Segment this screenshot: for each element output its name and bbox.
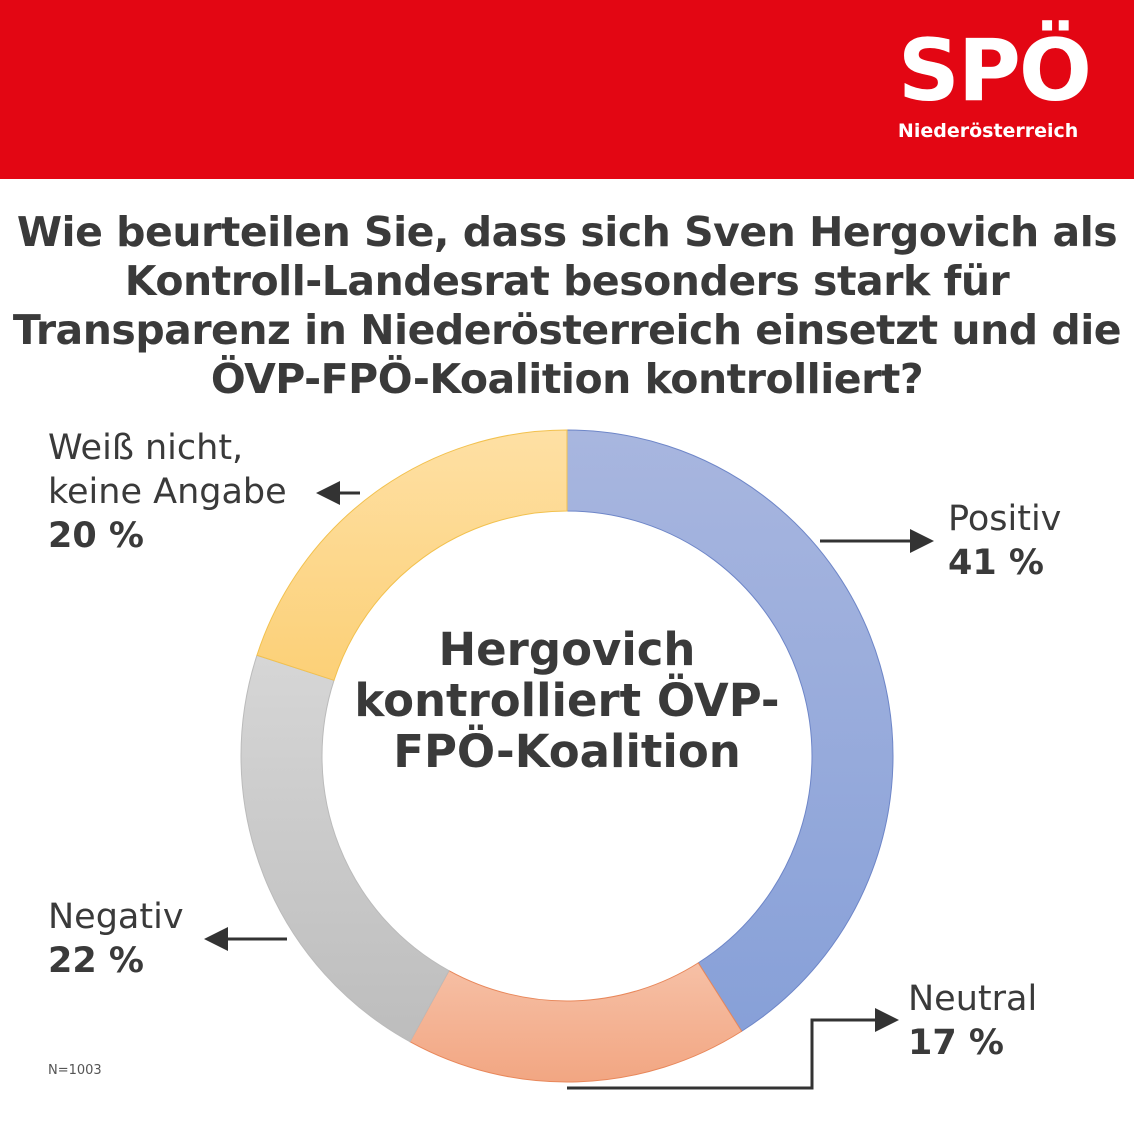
label-neutral-text: Neutral	[908, 979, 1038, 1019]
logo-main: SPÖ	[897, 21, 1092, 121]
label-negativ: Negativ 22 %	[48, 895, 184, 983]
donut-center-title: Hergovich kontrolliert ÖVP-FPÖ-Koalition	[354, 623, 780, 778]
label-negativ-text: Negativ	[48, 897, 184, 937]
label-positiv-value: 41 %	[948, 543, 1044, 583]
label-negativ-value: 22 %	[48, 941, 144, 981]
spoe-logo: SPÖ Niederösterreich	[897, 21, 1092, 142]
label-neutral: Neutral 17 %	[908, 977, 1037, 1065]
header-banner: SPÖ Niederösterreich	[0, 0, 1134, 179]
sample-size-note: N=1003	[48, 1063, 102, 1078]
label-weissnicht-text: Weiß nicht, keine Angabe	[48, 428, 287, 512]
logo-sub: Niederösterreich	[897, 120, 1079, 142]
donut-slice-positiv	[566, 429, 894, 1032]
label-positiv-text: Positiv	[948, 499, 1062, 539]
question-title: Wie beurteilen Sie, dass sich Sven Hergo…	[12, 208, 1122, 403]
label-neutral-value: 17 %	[908, 1023, 1004, 1063]
donut-slice-neutral	[409, 962, 743, 1083]
donut-slice-weiß-nicht-keine-angabe	[256, 429, 568, 681]
label-weissnicht-value: 20 %	[48, 516, 144, 556]
arrow-neutral	[567, 1008, 899, 1090]
label-positiv: Positiv 41 %	[948, 497, 1061, 585]
label-weissnicht: Weiß nicht, keine Angabe 20 %	[48, 426, 313, 558]
